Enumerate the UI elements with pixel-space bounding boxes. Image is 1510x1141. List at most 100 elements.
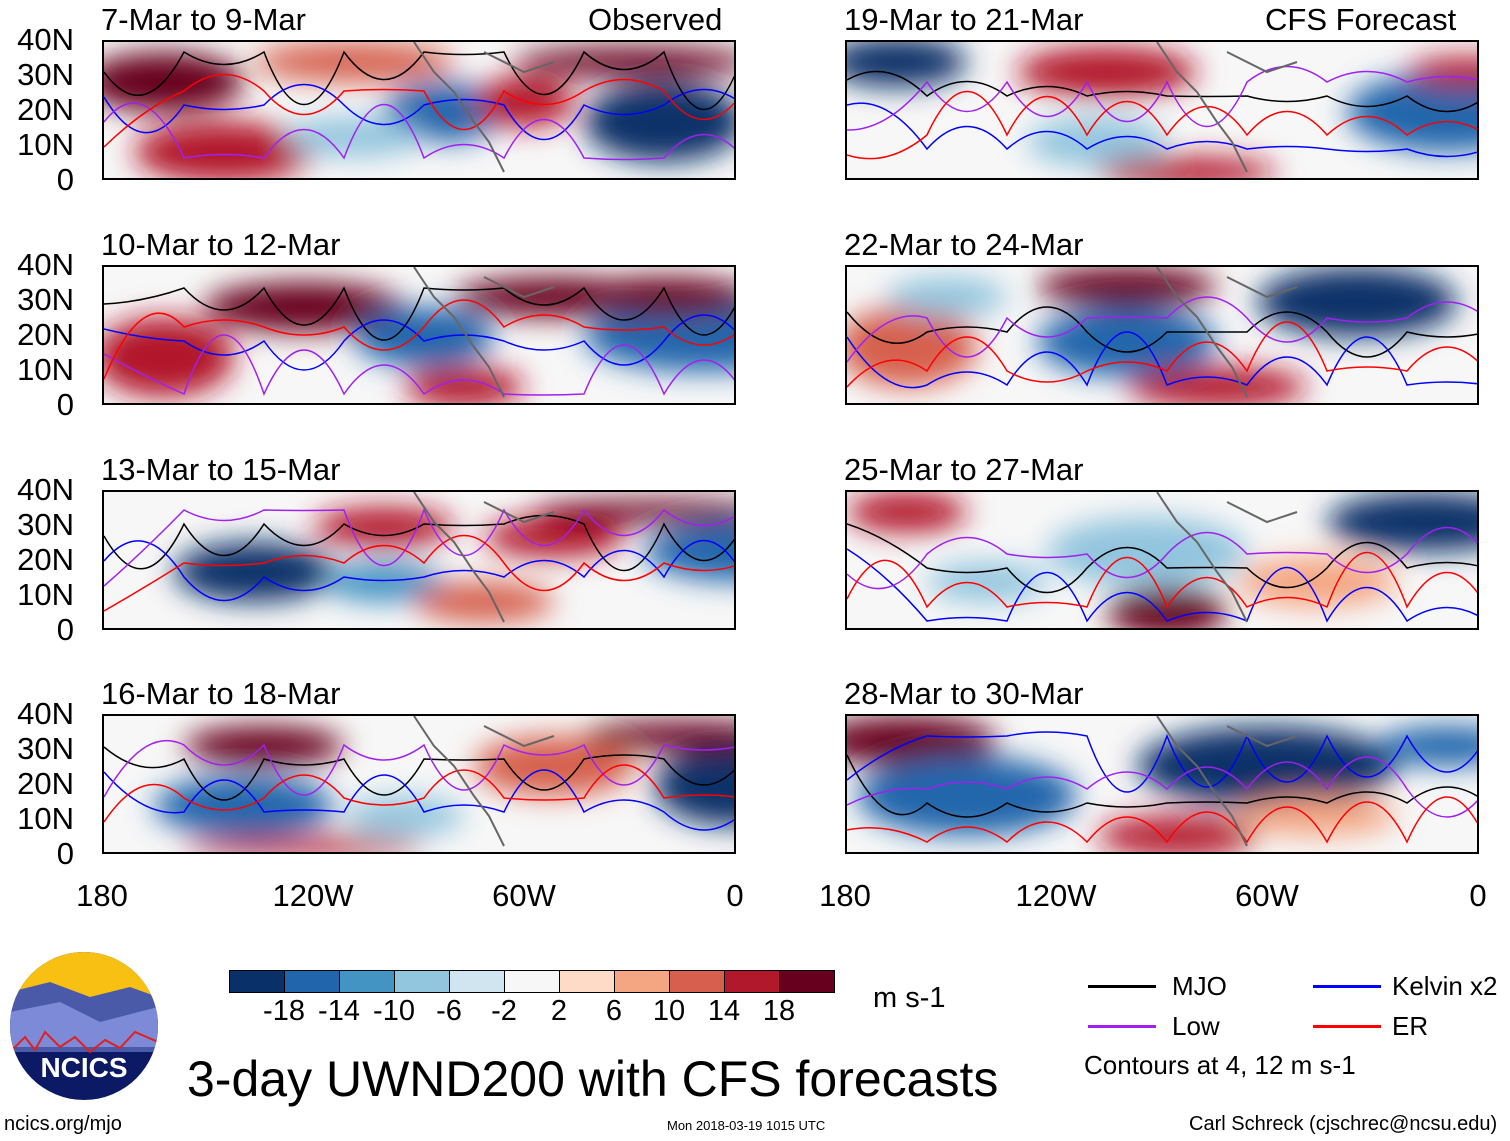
colorbar-swatch bbox=[670, 971, 725, 992]
figure-title: 3-day UWND200 with CFS forecasts bbox=[187, 1051, 999, 1107]
contour-line bbox=[104, 539, 734, 602]
contour-line bbox=[847, 731, 1477, 793]
colorbar-swatch bbox=[340, 971, 395, 992]
panel-title: 13-Mar to 15-Mar bbox=[101, 452, 341, 487]
colorbar-label: 6 bbox=[605, 995, 623, 1027]
panel-title: 22-Mar to 24-Mar bbox=[844, 227, 1084, 262]
contour-line bbox=[104, 764, 734, 823]
x-tick-label: 0 bbox=[1469, 878, 1487, 913]
x-tick-label: 180 bbox=[76, 878, 128, 913]
contour-line bbox=[847, 65, 1477, 131]
legend-note: Contours at 4, 12 m s-1 bbox=[1084, 1050, 1356, 1080]
y-tick-label: 0 bbox=[56, 612, 74, 647]
coastline bbox=[413, 492, 555, 623]
legend-mjo: MJO bbox=[1172, 971, 1227, 1001]
x-tick-label: 0 bbox=[726, 878, 744, 913]
contour-line bbox=[104, 534, 734, 612]
panel-title: 25-Mar to 27-Mar bbox=[844, 452, 1084, 487]
y-tick-label: 30N bbox=[17, 57, 74, 92]
legend-er-line bbox=[1313, 1025, 1381, 1028]
panel-title: 16-Mar to 18-Mar bbox=[101, 676, 341, 711]
footer-timestamp: Mon 2018-03-19 1015 UTC bbox=[667, 1118, 826, 1133]
contour-line bbox=[104, 50, 734, 111]
colorbar-swatch bbox=[230, 971, 285, 992]
colorbar-swatch bbox=[615, 971, 670, 992]
contour-line bbox=[847, 796, 1477, 844]
colorbar bbox=[229, 970, 835, 993]
coastline bbox=[1156, 267, 1298, 398]
contour-line bbox=[847, 70, 1477, 113]
legend-low-line bbox=[1088, 1025, 1156, 1028]
contour-line bbox=[847, 523, 1477, 594]
legend-mjo-line bbox=[1088, 985, 1156, 988]
x-tick-label: 120W bbox=[272, 878, 354, 913]
contour-line bbox=[847, 551, 1477, 609]
contour-line bbox=[104, 514, 734, 571]
panel-title: 28-Mar to 30-Mar bbox=[844, 676, 1084, 711]
coastline bbox=[1156, 492, 1298, 623]
legend-low: Low bbox=[1172, 1011, 1220, 1041]
contour-line bbox=[847, 321, 1477, 388]
ncics-logo: NCICS bbox=[10, 952, 158, 1100]
colorbar-label: 10 bbox=[652, 995, 686, 1027]
colorbar-swatch bbox=[780, 971, 834, 992]
y-tick-label: 40N bbox=[17, 696, 74, 731]
contour-line bbox=[847, 91, 1477, 160]
map-panel bbox=[845, 490, 1479, 630]
colorbar-swatch bbox=[725, 971, 780, 992]
colorbar-swatch bbox=[450, 971, 505, 992]
colorbar-label: -14 bbox=[318, 995, 360, 1027]
contour-line bbox=[104, 286, 734, 341]
contour-line bbox=[847, 331, 1477, 389]
colorbar-label: 14 bbox=[707, 995, 741, 1027]
colorbar-label: -10 bbox=[373, 995, 415, 1027]
y-tick-label: 40N bbox=[17, 22, 74, 57]
y-tick-label: 0 bbox=[56, 836, 74, 871]
y-tick-label: 20N bbox=[17, 92, 74, 127]
coastline bbox=[413, 267, 555, 398]
colorbar-label: 2 bbox=[550, 995, 568, 1027]
contour-line bbox=[104, 746, 734, 801]
y-tick-label: 10N bbox=[17, 577, 74, 612]
map-panel bbox=[845, 265, 1479, 405]
y-tick-label: 40N bbox=[17, 472, 74, 507]
y-tick-label: 20N bbox=[17, 317, 74, 352]
forecast-label: CFS Forecast bbox=[1265, 2, 1457, 37]
map-panel bbox=[102, 40, 736, 180]
colorbar-swatch bbox=[505, 971, 560, 992]
x-tick-label: 120W bbox=[1015, 878, 1097, 913]
contour-line bbox=[847, 102, 1477, 158]
contour-line bbox=[847, 756, 1477, 818]
map-panel bbox=[102, 490, 736, 630]
footer-url[interactable]: ncics.org/mjo bbox=[4, 1113, 122, 1135]
y-tick-label: 20N bbox=[17, 542, 74, 577]
colorbar-swatch bbox=[285, 971, 340, 992]
y-tick-label: 10N bbox=[17, 127, 74, 162]
y-tick-label: 30N bbox=[17, 507, 74, 542]
coastline bbox=[413, 42, 555, 173]
map-panel bbox=[102, 714, 736, 854]
y-tick-label: 30N bbox=[17, 731, 74, 766]
colorbar-label: -6 bbox=[436, 995, 462, 1027]
contour-line bbox=[104, 102, 734, 161]
legend-er: ER bbox=[1392, 1011, 1429, 1041]
contour-line bbox=[104, 73, 734, 148]
map-panel bbox=[845, 714, 1479, 854]
y-tick-label: 10N bbox=[17, 801, 74, 836]
svg-text:NCICS: NCICS bbox=[40, 1052, 127, 1083]
colorbar-swatch bbox=[395, 971, 450, 992]
x-tick-label: 60W bbox=[1235, 878, 1299, 913]
colorbar-label: 18 bbox=[762, 995, 796, 1027]
contour-line bbox=[104, 299, 734, 380]
coastline bbox=[1156, 716, 1298, 847]
contour-line bbox=[847, 548, 1477, 623]
y-tick-label: 40N bbox=[17, 247, 74, 282]
y-tick-label: 30N bbox=[17, 282, 74, 317]
y-tick-label: 20N bbox=[17, 766, 74, 801]
colorbar-label: -18 bbox=[263, 995, 305, 1027]
footer-author: Carl Schreck (cjschrec@ncsu.edu) bbox=[1189, 1113, 1498, 1135]
y-tick-label: 0 bbox=[56, 162, 74, 197]
contour-line bbox=[104, 507, 734, 587]
map-panel bbox=[845, 40, 1479, 180]
